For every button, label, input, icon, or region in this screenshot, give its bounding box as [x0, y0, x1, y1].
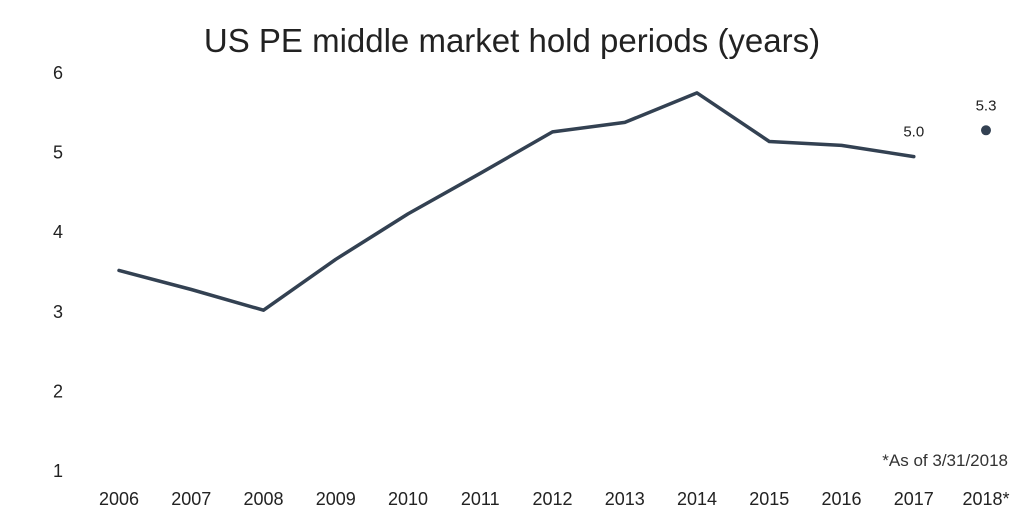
- x-tick-label: 2006: [99, 489, 139, 509]
- chart-title: US PE middle market hold periods (years): [204, 22, 820, 59]
- x-tick-label: 2010: [388, 489, 428, 509]
- x-tick-label: 2009: [316, 489, 356, 509]
- data-labels: 5.0 5.3: [903, 97, 996, 140]
- y-tick-label: 3: [53, 302, 63, 322]
- data-label: 5.0: [903, 124, 924, 141]
- x-tick-label: 2007: [171, 489, 211, 509]
- x-tick-label: 2015: [749, 489, 789, 509]
- x-tick-label: 2017: [894, 489, 934, 509]
- y-axis: 1 2 3 4 5 6: [53, 63, 63, 481]
- x-tick-label: 2018*: [962, 489, 1009, 509]
- x-axis: 2006 2007 2008 2009 2010 2011 2012 2013 2014 2015…: [99, 489, 1010, 509]
- x-tick-label: 2016: [821, 489, 861, 509]
- y-tick-label: 1: [53, 461, 63, 481]
- series-line: [117, 91, 916, 312]
- y-tick-label: 2: [53, 381, 63, 401]
- footnote: *As of 3/31/2018: [882, 451, 1008, 470]
- y-tick-label: 4: [53, 222, 63, 242]
- x-tick-label: 2014: [677, 489, 717, 509]
- y-tick-label: 6: [53, 63, 63, 83]
- x-tick-label: 2013: [605, 489, 645, 509]
- x-tick-label: 2011: [461, 489, 500, 509]
- data-label: 5.3: [976, 97, 997, 114]
- series-group: [117, 91, 991, 312]
- x-tick-label: 2012: [532, 489, 572, 509]
- data-point-marker: [981, 125, 991, 136]
- y-tick-label: 5: [53, 143, 63, 163]
- x-tick-label: 2008: [243, 489, 283, 509]
